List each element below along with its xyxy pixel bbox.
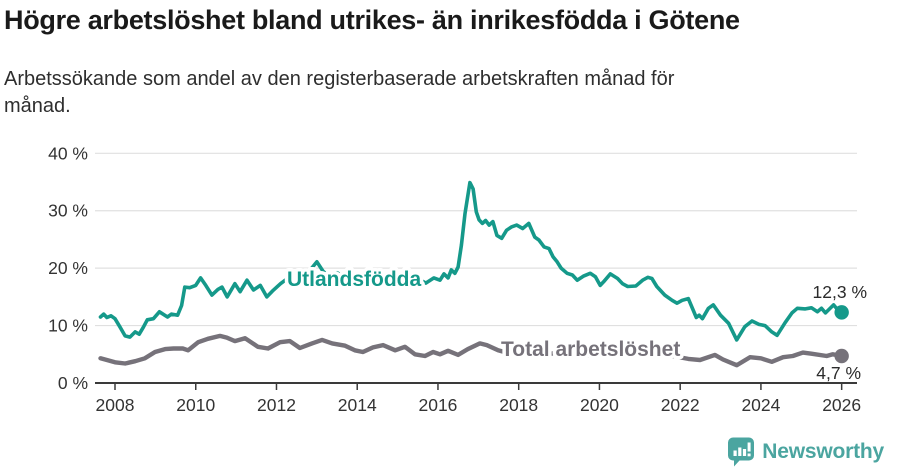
end-value-label-total-arbetsloshet: 4,7 % [816,363,861,383]
x-tick-label: 2020 [580,395,619,415]
series-label-utlandsfodda: Utlandsfödda [287,268,421,291]
x-tick-label: 2016 [418,395,457,415]
x-tick-label: 2014 [338,395,377,415]
x-tick-label: 2012 [257,395,296,415]
x-tick-label: 2010 [176,395,215,415]
x-tick-label: 2008 [96,395,135,415]
end-dot-total-arbetsloshet [834,348,849,364]
y-tick-label: 20 % [48,258,88,278]
newsworthy-brand-text: Newsworthy [762,440,884,463]
chart-subtitle-line-2: månad. [4,95,71,117]
y-tick-label: 0 % [58,373,88,393]
x-tick-label: 2026 [822,395,861,415]
series-line-total-arbetsloshet [98,333,844,368]
y-tick-label: 40 % [48,143,88,163]
chart-subtitle: Arbetssökande som andel av den registerb… [4,66,864,120]
bar-chart-speech-bubble-icon [728,437,755,467]
series-label-total-arbetsloshet: Total arbetslöshet [501,338,680,361]
x-tick-label: 2022 [661,395,700,415]
y-tick-label: 10 % [48,316,88,336]
series-line-utlandsfodda [98,180,844,342]
end-dot-utlandsfodda [834,305,849,320]
end-value-label-utlandsfodda: 12,3 % [813,282,867,302]
chart-subtitle-line-1: Arbetssökande som andel av den registerb… [4,68,675,90]
newsworthy-logo: Newsworthy [727,436,884,468]
x-tick-label: 2018 [499,395,538,415]
y-tick-label: 30 % [48,201,88,221]
page-title: Högre arbetslöshet bland utrikes- än inr… [4,5,740,35]
x-tick-label: 2024 [741,395,780,415]
